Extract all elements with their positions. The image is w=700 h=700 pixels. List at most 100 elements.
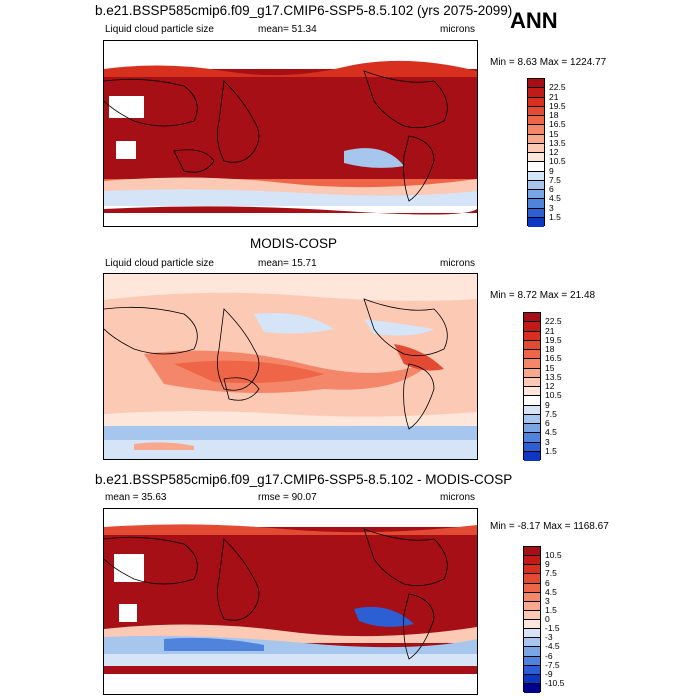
colorbar-swatch	[524, 377, 540, 387]
colorbar-swatch	[524, 414, 540, 424]
colorbar-label: 12	[545, 381, 555, 391]
colorbar-swatch	[524, 638, 540, 648]
colorbar-swatch	[524, 647, 540, 657]
colorbar-label: 19.5	[545, 334, 562, 345]
colorbar-swatch	[524, 313, 540, 323]
colorbar-label: 21	[545, 325, 555, 336]
colorbar-swatch	[528, 97, 544, 107]
panel1-map	[103, 40, 478, 227]
colorbar-swatch	[524, 601, 540, 611]
colorbar-label: 9	[545, 399, 550, 410]
colorbar-label: 10.5	[545, 390, 562, 401]
colorbar-swatch	[524, 359, 540, 369]
colorbar-label: 10.5	[549, 156, 566, 167]
colorbar-swatch	[524, 629, 540, 639]
colorbar-swatch	[524, 556, 540, 566]
colorbar-swatch	[524, 433, 540, 443]
colorbar-label: -6	[545, 650, 553, 661]
panel2-minmax: Min = 8.72 Max = 21.48	[490, 290, 596, 301]
colorbar-label: 13.5	[545, 371, 562, 382]
panel3-units: microns	[440, 492, 476, 503]
colorbar-swatch	[524, 368, 540, 378]
colorbar-swatch	[524, 683, 540, 693]
panel3-minmax: Min = -8.17 Max = 1168.67	[490, 521, 609, 532]
colorbar-label: 22.5	[545, 316, 562, 327]
colorbar-label: 4.5	[545, 586, 557, 597]
colorbar-label: -3	[545, 632, 553, 643]
colorbar-label: 6	[545, 577, 550, 588]
colorbar-label: 1.5	[545, 445, 557, 456]
colorbar-label: 15	[549, 128, 559, 139]
panel3-title: b.e21.BSSP585cmip6.f09_g17.CMIP6-SSP5-8.…	[95, 472, 513, 487]
colorbar-swatch	[528, 88, 544, 98]
panel3-mean: mean = 35.63	[105, 492, 167, 503]
colorbar-label: 9	[545, 559, 550, 570]
colorbar-swatch	[524, 322, 540, 332]
colorbar-label: 16.5	[545, 353, 562, 364]
panel2-variable-label: Liquid cloud particle size	[105, 258, 214, 269]
colorbar-label: 21	[549, 91, 559, 102]
colorbar-label: -10.5	[545, 677, 565, 688]
season-label: ANN	[510, 8, 558, 33]
colorbar-label: 3	[545, 436, 550, 447]
colorbar-swatch	[524, 350, 540, 360]
colorbar-swatch	[528, 208, 544, 218]
colorbar-label: 18	[545, 344, 555, 354]
panel1-variable-label: Liquid cloud particle size	[105, 24, 214, 35]
colorbar-label: -7.5	[545, 659, 560, 670]
colorbar-label: -4.5	[545, 641, 560, 652]
colorbar-label: -9	[545, 668, 553, 679]
panel1-mean: mean= 51.34	[258, 24, 317, 35]
colorbar-swatch	[528, 125, 544, 135]
colorbar-swatch	[528, 116, 544, 126]
colorbar-label: 19.5	[549, 100, 566, 111]
colorbar-label: 6	[545, 418, 550, 428]
colorbar-label: 3	[549, 202, 554, 213]
colorbar-label: -1.5	[545, 623, 560, 634]
panel3-rmse: rmse = 90.07	[258, 492, 317, 503]
colorbar-swatch	[528, 180, 544, 190]
colorbar-label: 10.5	[545, 550, 562, 561]
colorbar-swatch	[524, 665, 540, 675]
colorbar-swatch	[528, 153, 544, 163]
panel2-colorbar	[523, 312, 541, 461]
colorbar-label: 12	[549, 147, 559, 157]
colorbar-label: 4.5	[549, 193, 561, 204]
colorbar-swatch	[528, 162, 544, 172]
colorbar-label: 18	[549, 110, 559, 120]
colorbar-label: 7.5	[549, 174, 561, 185]
colorbar-swatch	[524, 565, 540, 575]
panel3-map	[103, 508, 478, 695]
colorbar-swatch	[528, 171, 544, 181]
colorbar-swatch	[524, 396, 540, 406]
colorbar-label: 16.5	[549, 119, 566, 130]
panel2-map	[103, 273, 478, 460]
colorbar-label: 1.5	[549, 211, 561, 222]
colorbar-label: 7.5	[545, 568, 557, 579]
colorbar-label: 4.5	[545, 427, 557, 438]
colorbar-swatch	[524, 674, 540, 684]
colorbar-label: 3	[545, 595, 550, 606]
colorbar-label: 0	[545, 614, 550, 624]
panel1-minmax: Min = 8.63 Max = 1224.77	[490, 57, 607, 68]
panel3-colorbar	[523, 546, 541, 693]
colorbar-swatch	[524, 583, 540, 593]
colorbar-swatch	[528, 190, 544, 200]
colorbar-swatch	[524, 340, 540, 350]
colorbar-swatch	[524, 620, 540, 630]
colorbar-label: 9	[549, 165, 554, 176]
panel1-colorbar	[527, 78, 545, 227]
colorbar-swatch	[528, 79, 544, 89]
panel2-title: MODIS-COSP	[250, 236, 338, 251]
panel1-title: b.e21.BSSP585cmip6.f09_g17.CMIP6-SSP5-8.…	[95, 3, 513, 18]
panel2-mean: mean= 15.71	[258, 258, 317, 269]
colorbar-swatch	[524, 387, 540, 397]
colorbar-swatch	[524, 451, 540, 461]
colorbar-swatch	[524, 656, 540, 666]
colorbar-label: 7.5	[545, 408, 557, 419]
colorbar-label: 1.5	[545, 604, 557, 615]
colorbar-swatch	[528, 143, 544, 153]
colorbar-label: 13.5	[549, 137, 566, 148]
panel2-units: microns	[440, 258, 476, 269]
colorbar-swatch	[524, 405, 540, 415]
